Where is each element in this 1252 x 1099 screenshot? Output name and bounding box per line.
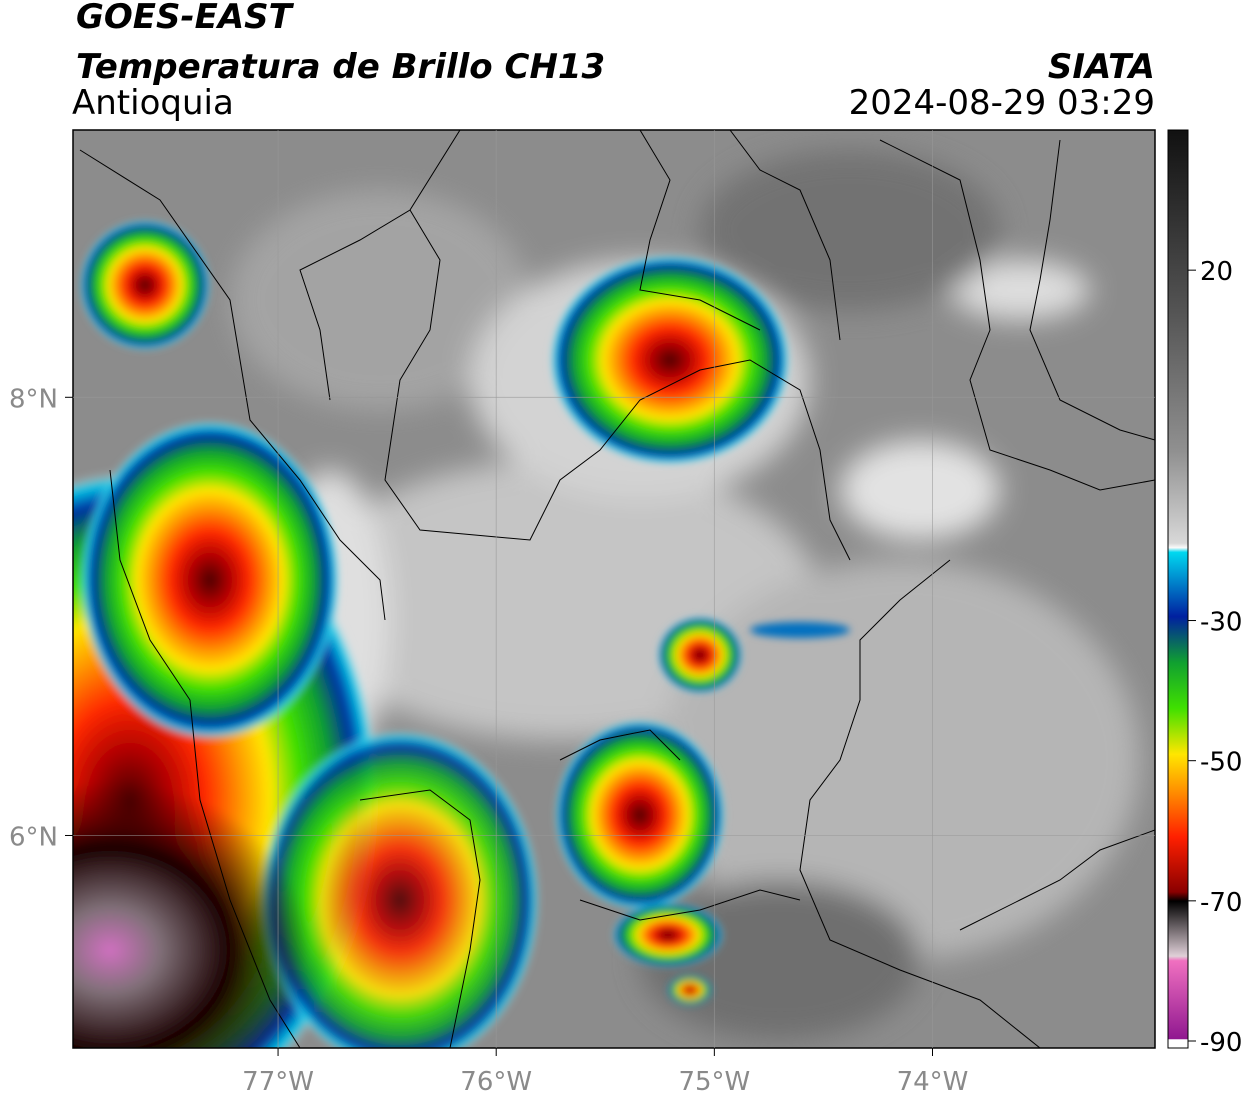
datetime: 2024-08-29 03:29: [849, 83, 1155, 123]
satellite-image: [73, 130, 1155, 1048]
lon-label: 75°W: [678, 1067, 750, 1097]
colorbar-label: -90: [1200, 1028, 1242, 1058]
subtitle: Temperatura de Brillo CH13: [76, 47, 605, 87]
map-frame: [72, 129, 1156, 1049]
colorbar: [1167, 129, 1189, 1049]
colorbar-label: -30: [1200, 608, 1242, 638]
lon-label: 76°W: [460, 1067, 532, 1097]
colorbar-label: -70: [1200, 888, 1242, 918]
title: GOES-EAST: [76, 0, 295, 37]
lat-label: 8°N: [9, 384, 58, 414]
borders: [79, 130, 1155, 1048]
lat-label: 6°N: [9, 822, 58, 852]
lon-label: 74°W: [897, 1067, 969, 1097]
source: SIATA: [1048, 47, 1155, 87]
colorbar-label: 20: [1200, 257, 1233, 287]
region: Antioquia: [72, 83, 234, 123]
colorbar-label: -50: [1200, 748, 1242, 778]
lon-label: 77°W: [242, 1067, 314, 1097]
